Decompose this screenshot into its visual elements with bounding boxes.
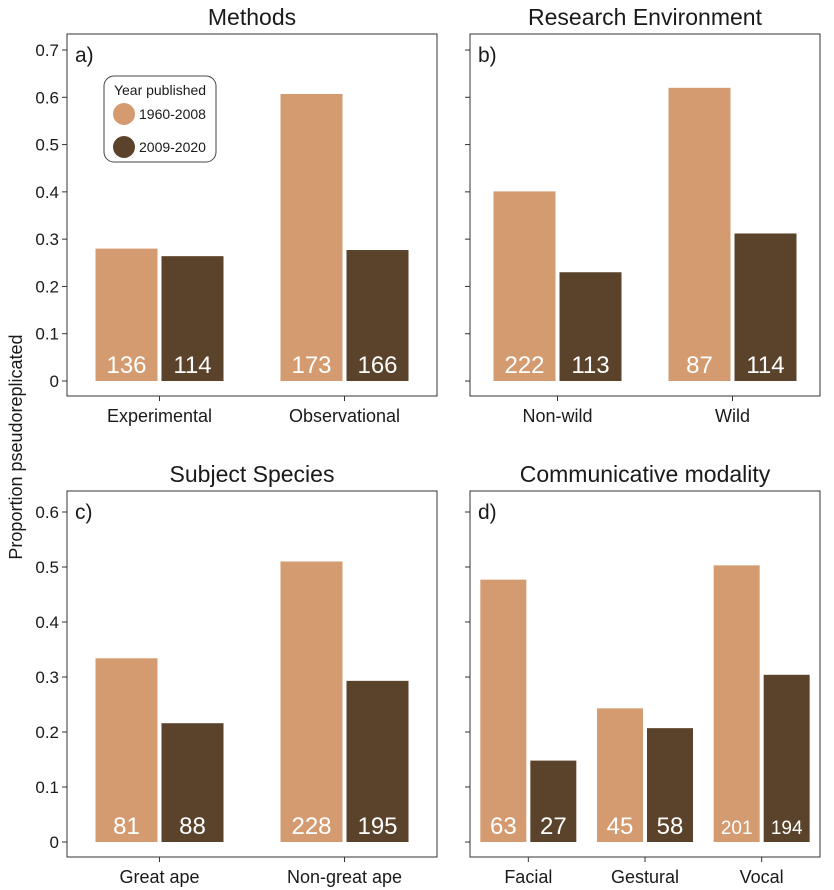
plot-frame: [66, 490, 438, 858]
legend-label: 2009-2020: [139, 139, 206, 155]
bar: [493, 191, 556, 381]
panel-letter: b): [478, 44, 497, 67]
y-tick-label: 0: [50, 372, 59, 391]
panels: Methods a) 0 0.1 0.2 0.3 0.4 0.5 0.6 0.7 136 114 Exp…: [35, 4, 821, 887]
legend: Year published 1960-2008 2009-2020: [103, 75, 217, 163]
x-tick-label: Experimental: [107, 406, 212, 426]
bar: [668, 87, 731, 381]
bar-count-label: 114: [746, 352, 784, 379]
bar: [763, 674, 810, 842]
y-tick-label: 0.4: [35, 613, 59, 632]
bar-count-label: 173: [291, 352, 331, 379]
bar-count-label: 58: [657, 813, 684, 840]
y-tick-label: 0.1: [35, 325, 59, 344]
panel-letter: a): [75, 44, 94, 67]
bar-count-label: 136: [106, 352, 146, 379]
legend-label: 1960-2008: [139, 106, 206, 122]
y-tick-label: 0.7: [35, 41, 59, 60]
bar: [530, 760, 577, 842]
panel-c: Subject Species c) 0 0.1 0.2 0.3 0.4 0.5 0.6 81 88…: [35, 461, 438, 887]
bar: [713, 565, 760, 842]
bar-count-label: 63: [490, 813, 517, 840]
panel-d: Communicative modality d) 63 27 Facial 45 58 Ge…: [465, 461, 821, 887]
legend-swatch: [113, 136, 135, 158]
x-tick-label: Vocal: [740, 867, 784, 887]
bar: [161, 723, 224, 842]
x-tick-label: Non-wild: [522, 406, 592, 426]
bar: [161, 256, 224, 381]
panel-letter: d): [478, 501, 497, 524]
plot-frame: [469, 33, 821, 397]
panel-title: Methods: [208, 4, 296, 30]
y-axis-label: Proportion pseudoreplicated: [6, 334, 26, 559]
bar: [346, 250, 409, 381]
panel-letter: c): [75, 501, 93, 524]
panel-title: Subject Species: [170, 461, 335, 487]
bar-count-label: 201: [721, 818, 753, 839]
bar-count-label: 27: [540, 813, 567, 840]
bar-count-label: 222: [504, 352, 544, 379]
y-tick-label: 0.3: [35, 230, 59, 249]
bar-count-label: 195: [357, 813, 397, 840]
bar: [734, 233, 797, 381]
bar-count-label: 113: [571, 352, 609, 379]
x-tick-label: Observational: [289, 406, 400, 426]
y-tick-label: 0.4: [35, 183, 59, 202]
y-tick-label: 0.5: [35, 558, 59, 577]
y-tick-label: 0.2: [35, 723, 59, 742]
bar-count-label: 45: [607, 813, 634, 840]
bar-count-label: 88: [179, 813, 206, 840]
y-tick-label: 0.2: [35, 277, 59, 296]
panel-title: Research Environment: [528, 4, 763, 30]
y-tick-label: 0.6: [35, 88, 59, 107]
panel-a: Methods a) 0 0.1 0.2 0.3 0.4 0.5 0.6 0.7 136 114 Exp…: [35, 4, 438, 426]
bar: [95, 248, 158, 381]
x-tick-label: Non-great ape: [287, 867, 402, 887]
bar: [346, 680, 409, 842]
bar: [280, 561, 343, 842]
bar: [95, 658, 158, 842]
y-tick-label: 0.5: [35, 136, 59, 155]
x-tick-label: Great ape: [119, 867, 199, 887]
x-tick-label: Wild: [715, 406, 750, 426]
x-tick-label: Facial: [504, 867, 552, 887]
bar: [597, 708, 643, 842]
bar-count-label: 166: [357, 352, 397, 379]
legend-title: Year published: [114, 82, 206, 98]
bar: [647, 728, 693, 842]
y-tick-label: 0.3: [35, 668, 59, 687]
y-tick-label: 0.1: [35, 778, 59, 797]
y-tick-label: 0: [50, 833, 59, 852]
y-tick-label: 0.6: [35, 503, 59, 522]
bar: [559, 272, 622, 381]
bar-count-label: 81: [113, 813, 140, 840]
legend-swatch: [113, 103, 135, 125]
panel-title: Communicative modality: [520, 461, 771, 487]
bar: [480, 579, 527, 842]
x-tick-label: Gestural: [611, 867, 679, 887]
bar: [280, 93, 343, 382]
bar-count-label: 228: [291, 813, 331, 840]
bar-count-label: 114: [173, 352, 211, 379]
panel-b: Research Environment b) 222 113 Non-wild 87 11…: [465, 4, 821, 426]
plot-frame: [66, 33, 438, 397]
bar-count-label: 87: [686, 352, 713, 379]
bar-count-label: 194: [771, 818, 803, 839]
